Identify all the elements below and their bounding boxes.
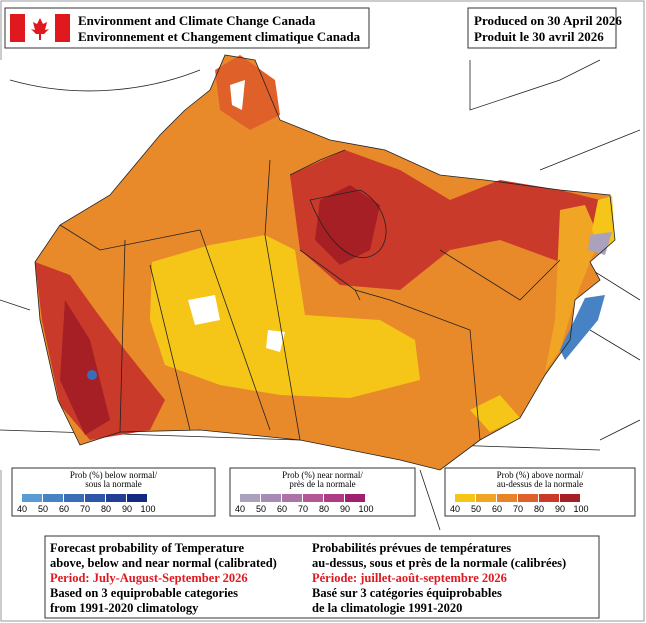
legend-tick-label: 90: [340, 504, 350, 514]
produced-box: [467, 7, 617, 49]
footer-text: de la climatologie 1991-2020: [312, 601, 462, 615]
legend-tick-label: 90: [555, 504, 565, 514]
legend-swatch: [282, 494, 302, 502]
legend-swatch: [43, 494, 63, 502]
legend-tick-label: 60: [492, 504, 502, 514]
footer-text: from 1991-2020 climatology: [50, 601, 199, 615]
legend-swatch: [85, 494, 105, 502]
agency-en: Environment and Climate Change Canada: [78, 13, 316, 28]
legend-tick-label: 50: [256, 504, 266, 514]
legend-tick-label: 50: [38, 504, 48, 514]
legend-swatch: [127, 494, 147, 502]
footer-text: Probabilités prévues de températures: [312, 541, 511, 555]
legend-tick-label: 40: [235, 504, 245, 514]
footer-box: [44, 535, 600, 619]
legend-tick-label: 80: [534, 504, 544, 514]
legend-box: [229, 467, 416, 517]
legend-swatch: [324, 494, 344, 502]
legend-title: près de la normale: [289, 479, 355, 489]
legend-tick-label: 60: [59, 504, 69, 514]
legend-tick-label: 90: [122, 504, 132, 514]
legend-tick-label: 70: [80, 504, 90, 514]
legend-title: au-dessus de la normale: [497, 479, 583, 489]
footer-text: Based on 3 equiprobable categories: [50, 586, 238, 600]
legend-box: [444, 467, 636, 517]
legend-swatch: [476, 494, 496, 502]
legend-tick-label: 40: [450, 504, 460, 514]
produced-fr: Produit le 30 avril 2026: [474, 29, 604, 44]
legend-tick-label: 60: [277, 504, 287, 514]
legend-tick-label: 80: [319, 504, 329, 514]
footer-period: Période: juillet-août-septembre 2026: [312, 571, 507, 585]
legend-swatch: [22, 494, 42, 502]
legend-tick-label: 70: [513, 504, 523, 514]
legend-swatch: [518, 494, 538, 502]
footer-text: Basé sur 3 catégories équiprobables: [312, 586, 502, 600]
legend-box: [11, 467, 216, 517]
legend-swatch: [240, 494, 260, 502]
below-normal-region: [560, 295, 605, 360]
legend-title: Prob (%) near normal/: [282, 470, 363, 480]
canada-flag: [10, 14, 70, 42]
legend-title: Prob (%) above normal/: [497, 470, 584, 480]
footer-period: Period: July-August-September 2026: [50, 571, 248, 585]
legend-tick-label: 40: [17, 504, 27, 514]
legend-swatch: [303, 494, 323, 502]
legend-tick-label: 70: [298, 504, 308, 514]
footer-text: Forecast probability of Temperature: [50, 541, 245, 555]
map: [0, 54, 641, 531]
legend-tick-label: 80: [101, 504, 111, 514]
legend-swatch: [539, 494, 559, 502]
legend-swatch: [345, 494, 365, 502]
moderate-probability-region: [150, 235, 420, 398]
legend-tick-label: 100: [140, 504, 155, 514]
legend-swatch: [497, 494, 517, 502]
agency-fr: Environnement et Changement climatique C…: [78, 29, 361, 44]
legend-tick-label: 100: [358, 504, 373, 514]
legend-tick-label: 50: [471, 504, 481, 514]
footer-text: au-dessus, sous et près de la normale (c…: [312, 556, 566, 570]
legend-swatch: [455, 494, 475, 502]
legend-swatch: [261, 494, 281, 502]
footer-text: above, below and near normal (calibrated…: [50, 556, 277, 570]
legend-swatch: [106, 494, 126, 502]
legend-tick-label: 100: [573, 504, 588, 514]
legend-swatch: [64, 494, 84, 502]
legend-swatch: [560, 494, 580, 502]
produced-en: Produced on 30 April 2026: [474, 13, 622, 28]
legend-title: sous la normale: [85, 479, 142, 489]
legend-title: Prob (%) below normal/: [70, 470, 158, 480]
